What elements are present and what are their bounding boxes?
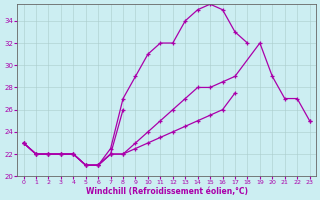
X-axis label: Windchill (Refroidissement éolien,°C): Windchill (Refroidissement éolien,°C) (85, 187, 248, 196)
